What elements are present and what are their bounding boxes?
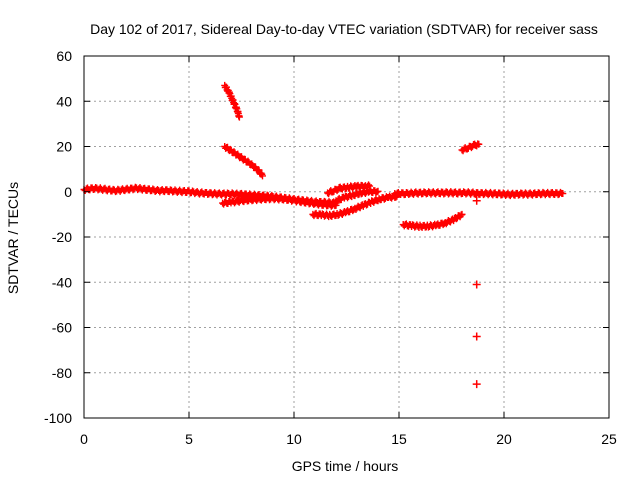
series-markers [332, 187, 382, 206]
series-lower-band [219, 193, 340, 210]
series-markers [458, 140, 483, 155]
y-tick-label: 60 [56, 48, 72, 64]
axis-ticks: 0 5 10 15 20 25 -100 -80 -60 -40 -20 0 20 40 60 [44, 48, 617, 447]
outlier-point [472, 190, 481, 199]
series-markers [219, 193, 340, 210]
series-afternoon-band [391, 188, 567, 200]
y-tick-label: -80 [52, 365, 72, 381]
series-markers [221, 81, 243, 121]
series-short-rise [458, 140, 483, 155]
series-outliers [472, 190, 481, 389]
outlier-point [472, 332, 481, 341]
series-U-dip [399, 210, 466, 231]
series-markers [391, 188, 567, 200]
series-moderate-decline [221, 143, 266, 180]
y-tick-label: 20 [56, 139, 72, 155]
series-steep-decline [221, 81, 243, 121]
series-dip [309, 192, 401, 221]
y-tick-label: -20 [52, 229, 72, 245]
outlier-point [472, 380, 481, 389]
x-tick-label: 15 [391, 431, 407, 447]
outlier-point [472, 196, 481, 205]
y-tick-label: -60 [52, 320, 72, 336]
series-hump [324, 181, 374, 198]
grid-lines [84, 56, 609, 418]
y-tick-label: 0 [64, 184, 72, 200]
y-axis-title: SDTVAR / TECUs [5, 182, 21, 294]
x-tick-label: 0 [80, 431, 88, 447]
y-tick-label: -100 [44, 410, 72, 426]
x-axis-title: GPS time / hours [292, 458, 399, 474]
outlier-point [472, 280, 481, 289]
series-markers [309, 192, 401, 221]
chart-title: Day 102 of 2017, Sidereal Day-to-day VTE… [90, 21, 598, 37]
x-tick-label: 25 [601, 431, 617, 447]
y-tick-label: 40 [56, 93, 72, 109]
series-secondary-arc [332, 187, 382, 206]
data-points [80, 81, 567, 389]
x-tick-label: 5 [185, 431, 193, 447]
x-tick-label: 20 [496, 431, 512, 447]
series-markers [221, 143, 266, 180]
series-markers [324, 181, 374, 198]
x-tick-label: 10 [286, 431, 302, 447]
y-tick-label: -40 [52, 274, 72, 290]
series-markers [399, 210, 466, 231]
